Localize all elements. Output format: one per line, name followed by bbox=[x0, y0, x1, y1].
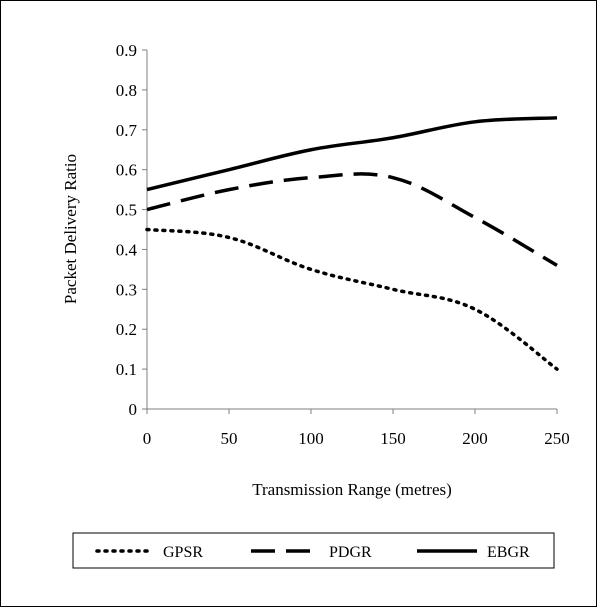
x-tick-label: 200 bbox=[462, 429, 488, 448]
x-axis bbox=[146, 408, 558, 414]
y-tick-label: 0.6 bbox=[116, 161, 137, 180]
x-tick-labels: 0 50 100 150 200 250 bbox=[143, 429, 570, 448]
x-tick-label: 50 bbox=[221, 429, 238, 448]
legend-label-pdgr: PDGR bbox=[329, 544, 372, 561]
legend: GPSR PDGR EBGR bbox=[72, 532, 555, 569]
y-tick-label: 0.4 bbox=[116, 240, 138, 259]
x-tick-label: 250 bbox=[544, 429, 570, 448]
y-tick-label: 0.8 bbox=[116, 81, 137, 100]
x-tick-label: 150 bbox=[380, 429, 406, 448]
x-tick-label: 0 bbox=[143, 429, 152, 448]
legend-items: GPSR PDGR EBGR bbox=[95, 544, 530, 561]
y-tick-label: 0 bbox=[129, 400, 138, 419]
y-tick-labels: 0 0.1 0.2 0.3 0.4 0.5 0.6 0.7 0.8 0.9 bbox=[116, 41, 138, 419]
series-lines bbox=[145, 116, 559, 371]
series-line-ebgr bbox=[146, 116, 558, 192]
series-line-gpsr bbox=[145, 227, 559, 371]
y-tick-label: 0.7 bbox=[116, 121, 138, 140]
x-axis-title: Transmission Range (metres) bbox=[252, 480, 452, 499]
y-tick-label: 0.2 bbox=[116, 320, 137, 339]
y-tick-label: 0.1 bbox=[116, 360, 137, 379]
y-tick-label: 0.9 bbox=[116, 41, 137, 60]
y-tick-label: 0.3 bbox=[116, 280, 137, 299]
y-axis-title: Packet Delivery Ratio bbox=[61, 154, 80, 304]
series-line-pdgr bbox=[146, 172, 558, 267]
legend-label-gpsr: GPSR bbox=[163, 544, 203, 561]
x-tick-label: 100 bbox=[298, 429, 324, 448]
legend-label-ebgr: EBGR bbox=[487, 544, 530, 561]
y-tick-label: 0.5 bbox=[116, 201, 137, 220]
